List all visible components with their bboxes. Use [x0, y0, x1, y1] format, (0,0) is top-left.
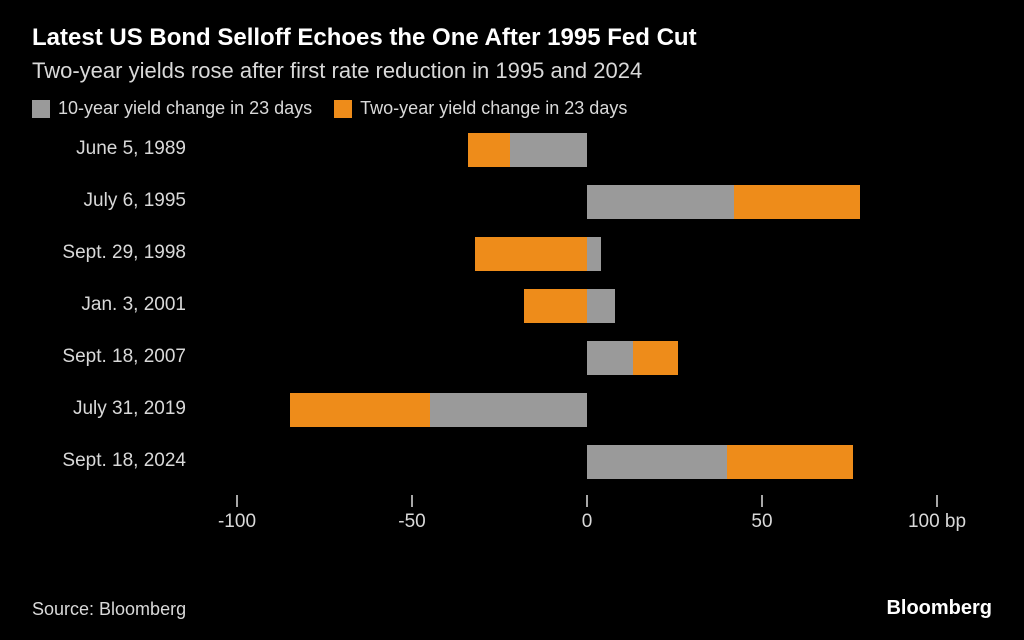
source-text: Source: Bloomberg	[32, 599, 186, 620]
legend-swatch-2yr	[334, 100, 352, 118]
category-label: June 5, 1989	[32, 138, 192, 160]
category-label: Sept. 29, 1998	[32, 242, 192, 264]
legend-swatch-10yr	[32, 100, 50, 118]
axis-tick-label: 0	[582, 511, 593, 533]
category-label: July 6, 1995	[32, 190, 192, 212]
bar-2yr	[468, 133, 510, 167]
x-axis: -100 -50 0 50 100 bp	[202, 495, 972, 543]
bar-2yr	[524, 289, 587, 323]
bar-2yr	[290, 393, 430, 427]
chart-subtitle: Two-year yields rose after first rate re…	[32, 58, 992, 84]
axis-tick	[936, 495, 938, 507]
legend-item-2yr: Two-year yield change in 23 days	[334, 98, 627, 119]
bar-10yr	[587, 289, 615, 323]
bar-2yr	[734, 185, 860, 219]
category-label: Jan. 3, 2001	[32, 294, 192, 316]
axis-tick	[236, 495, 238, 507]
footer: Source: Bloomberg Bloomberg	[32, 597, 992, 620]
category-label: July 31, 2019	[32, 398, 192, 420]
chart-title: Latest US Bond Selloff Echoes the One Af…	[32, 24, 992, 52]
axis-tick-label: 100 bp	[908, 511, 966, 533]
bar-2yr	[633, 341, 679, 375]
axis-tick	[411, 495, 413, 507]
legend-label-10yr: 10-year yield change in 23 days	[58, 98, 312, 119]
plot-region	[202, 133, 972, 495]
bar-10yr	[587, 185, 734, 219]
legend-item-10yr: 10-year yield change in 23 days	[32, 98, 312, 119]
category-label: Sept. 18, 2007	[32, 346, 192, 368]
chart-area: -100 -50 0 50 100 bp June 5, 1989 July 6, 199…	[32, 133, 992, 543]
legend-label-2yr: Two-year yield change in 23 days	[360, 98, 627, 119]
bar-10yr	[587, 445, 727, 479]
axis-tick-label: -100	[218, 511, 256, 533]
bar-10yr	[587, 237, 601, 271]
axis-tick	[586, 495, 588, 507]
legend: 10-year yield change in 23 days Two-year…	[32, 98, 992, 119]
category-label: Sept. 18, 2024	[32, 450, 192, 472]
brand-logo: Bloomberg	[886, 597, 992, 620]
axis-tick	[761, 495, 763, 507]
bar-2yr	[475, 237, 587, 271]
bar-10yr	[430, 393, 588, 427]
bar-10yr	[587, 341, 633, 375]
bar-10yr	[510, 133, 587, 167]
axis-tick-label: -50	[398, 511, 425, 533]
axis-tick-label: 50	[751, 511, 772, 533]
bar-2yr	[727, 445, 853, 479]
